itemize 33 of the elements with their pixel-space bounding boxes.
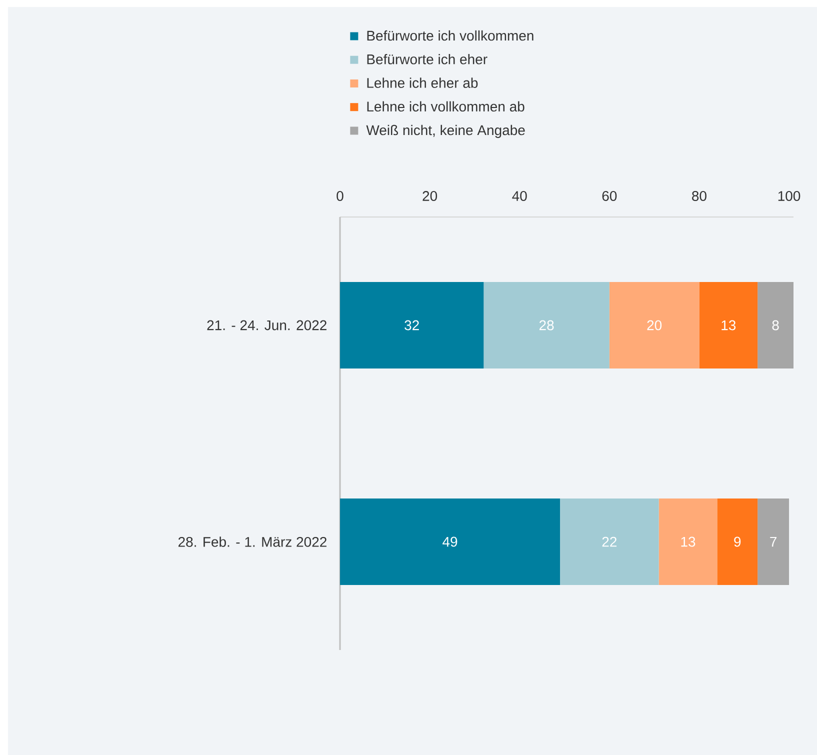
legend-label: Lehne ich vollkommen ab	[367, 101, 524, 112]
data-label: 28	[539, 320, 554, 330]
data-label: 7	[770, 536, 776, 547]
legend-label: Befürworte ich vollkommen	[367, 30, 534, 41]
x-tick-label: 0	[336, 191, 344, 201]
bar	[340, 282, 484, 369]
bar	[609, 282, 700, 369]
data-label: 49	[442, 536, 458, 547]
bar	[560, 498, 659, 586]
legend-label: Lehne ich eher ab	[367, 78, 478, 88]
x-tick-label: 80	[692, 191, 706, 201]
x-tick-label: 40	[512, 191, 527, 201]
bar	[758, 498, 790, 586]
data-label: 9	[734, 536, 741, 547]
bar	[658, 498, 718, 586]
y-tick-label: 28. Feb. - 1. März 2022	[178, 536, 326, 547]
y-tick-label: 21. - 24. Jun. 2022	[207, 320, 326, 330]
x-tick-label: 60	[602, 191, 617, 201]
bar	[484, 282, 610, 369]
x-tick-label: 100	[778, 191, 800, 201]
bar	[717, 498, 758, 586]
bar	[340, 498, 560, 586]
data-label: 22	[602, 536, 616, 547]
x-tick-label: 20	[422, 191, 438, 201]
bar	[758, 282, 794, 369]
data-label: 32	[404, 320, 419, 330]
data-label: 8	[772, 320, 779, 330]
data-label: 20	[647, 320, 662, 330]
bar	[699, 282, 758, 369]
data-label: 13	[722, 320, 736, 330]
legend-label: Befürworte ich eher	[367, 54, 488, 64]
data-label: 13	[681, 536, 696, 547]
legend-label: Weiß nicht, keine Angabe	[366, 124, 525, 138]
